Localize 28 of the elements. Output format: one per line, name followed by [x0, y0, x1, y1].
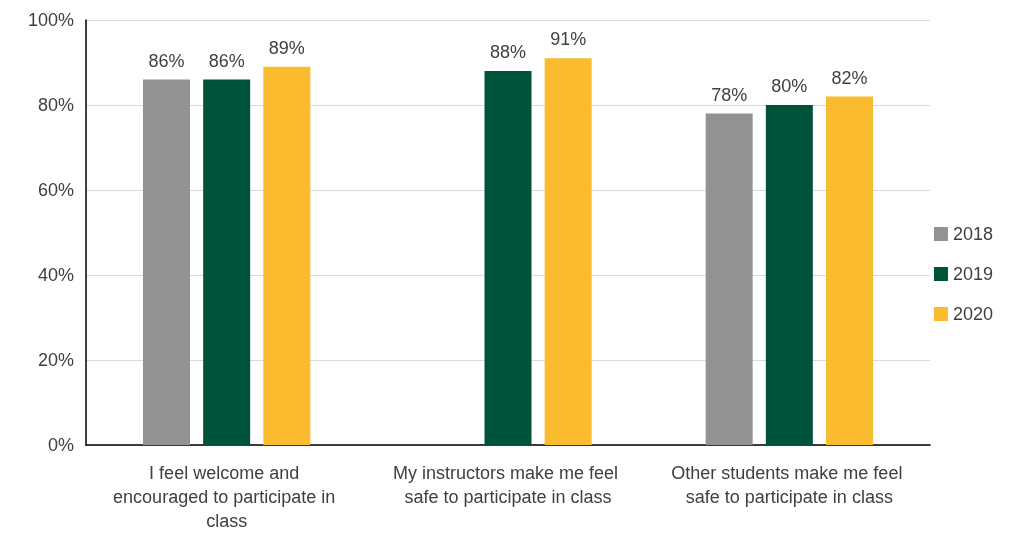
bar	[143, 79, 191, 445]
data-label: 78%	[711, 84, 748, 105]
y-tick-label: 80%	[37, 95, 74, 115]
x-tick-label: My instructors make me feel safe to participate in class	[392, 463, 624, 507]
data-label: 88%	[489, 42, 527, 62]
y-tick-label: 0%	[47, 435, 74, 455]
bar	[825, 96, 873, 445]
bar	[263, 66, 311, 445]
data-label: 80%	[771, 76, 808, 96]
data-label: 86%	[208, 50, 245, 71]
x-tick-label: Other students make me feel safe to participate in class	[671, 463, 908, 507]
legend-label: 2020	[952, 304, 993, 324]
bar	[484, 71, 532, 445]
bar	[705, 113, 753, 445]
data-label: 86%	[148, 50, 185, 71]
y-tick-label: 40%	[37, 265, 74, 285]
y-tick-label: 20%	[37, 350, 74, 370]
data-label: 91%	[550, 29, 587, 50]
data-label: 89%	[268, 37, 305, 58]
y-tick-label: 100%	[27, 10, 74, 30]
bar	[544, 58, 592, 445]
x-tick-label: I feel welcome and encouraged to participate in class	[113, 463, 341, 531]
bar	[203, 79, 251, 445]
bar	[765, 105, 813, 445]
data-label: 82%	[831, 67, 868, 88]
legend-label: 2018	[952, 224, 993, 244]
legend-label: 2019	[952, 264, 993, 284]
y-tick-label: 60%	[37, 180, 74, 200]
